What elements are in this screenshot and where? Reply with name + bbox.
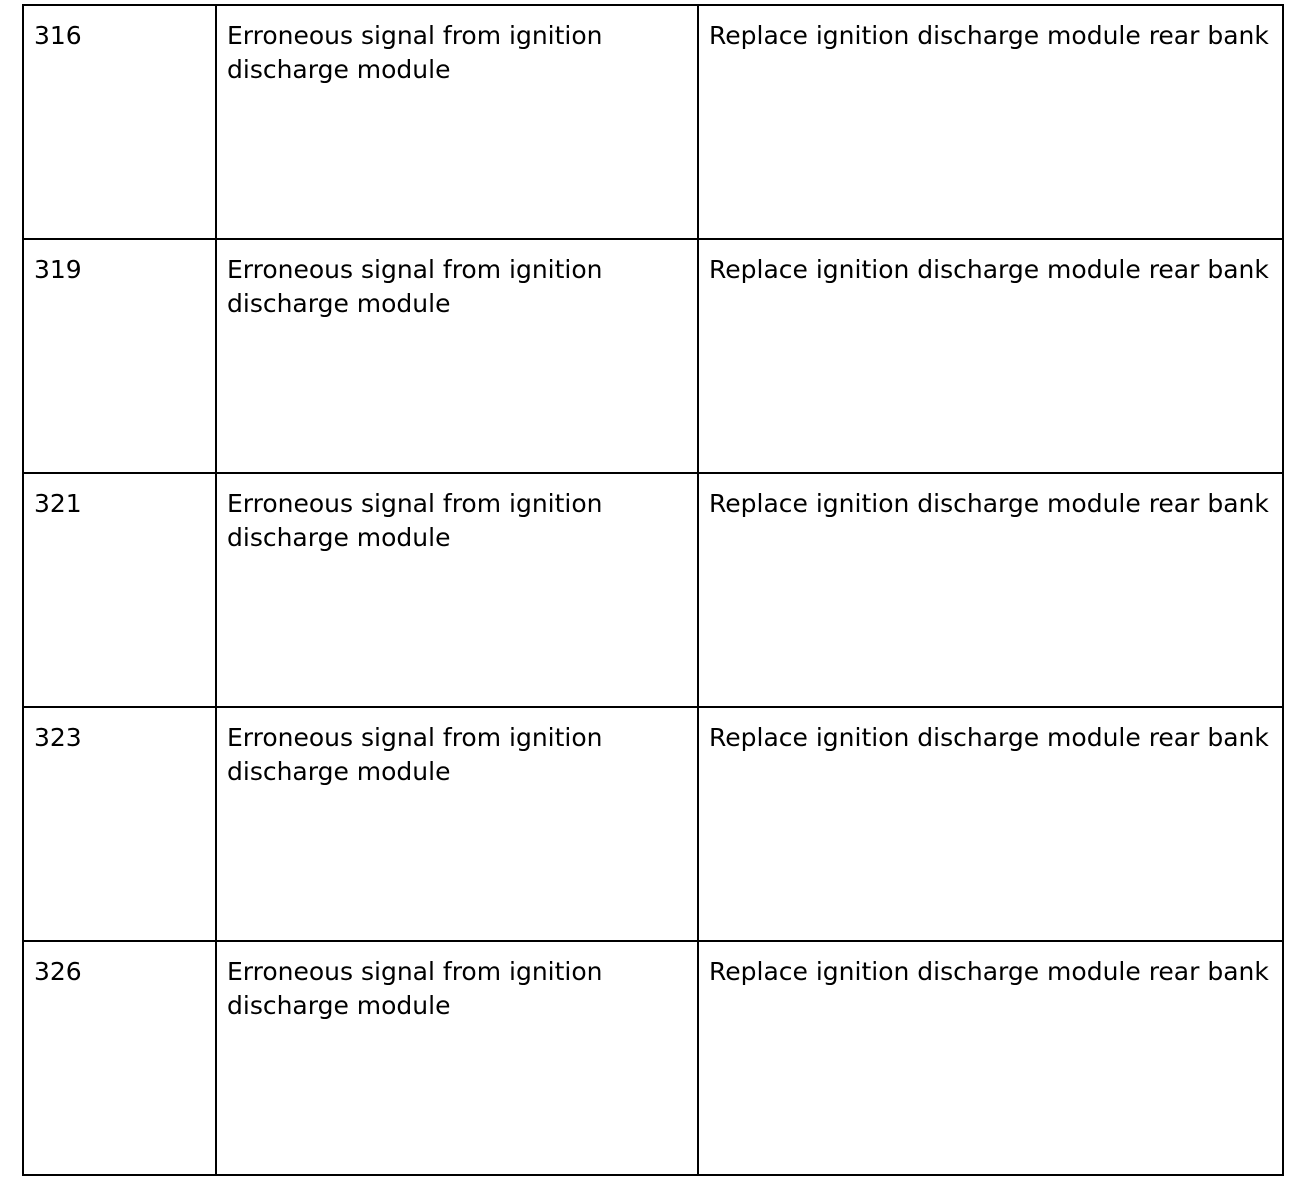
description-cell: Erroneous signal from ignition discharge… xyxy=(215,706,699,942)
table-row: 319 Erroneous signal from ignition disch… xyxy=(22,238,1284,474)
description-cell: Erroneous signal from ignition discharge… xyxy=(215,472,699,708)
table-row: 316 Erroneous signal from ignition disch… xyxy=(22,4,1284,240)
action-cell: Replace ignition discharge module rear b… xyxy=(697,940,1284,1176)
fault-code-table: 316 Erroneous signal from ignition disch… xyxy=(22,4,1284,1176)
table-row: 321 Erroneous signal from ignition disch… xyxy=(22,472,1284,708)
table-row: 326 Erroneous signal from ignition disch… xyxy=(22,940,1284,1176)
action-cell: Replace ignition discharge module rear b… xyxy=(697,706,1284,942)
fault-code-cell: 319 xyxy=(22,238,217,474)
table-row: 323 Erroneous signal from ignition disch… xyxy=(22,706,1284,942)
fault-code-cell: 316 xyxy=(22,4,217,240)
fault-code-cell: 321 xyxy=(22,472,217,708)
description-cell: Erroneous signal from ignition discharge… xyxy=(215,940,699,1176)
fault-code-cell: 326 xyxy=(22,940,217,1176)
description-cell: Erroneous signal from ignition discharge… xyxy=(215,238,699,474)
action-cell: Replace ignition discharge module rear b… xyxy=(697,472,1284,708)
description-cell: Erroneous signal from ignition discharge… xyxy=(215,4,699,240)
fault-code-cell: 323 xyxy=(22,706,217,942)
action-cell: Replace ignition discharge module rear b… xyxy=(697,238,1284,474)
action-cell: Replace ignition discharge module rear b… xyxy=(697,4,1284,240)
